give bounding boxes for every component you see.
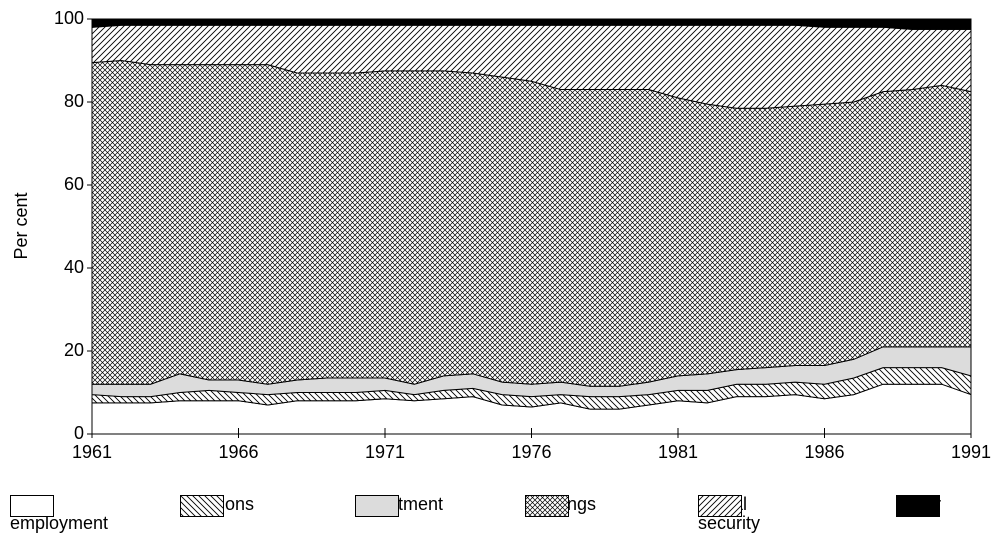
legend-item: Investment (355, 495, 443, 517)
legend-item: Earnings (525, 495, 596, 517)
x-tick-label: 1991 (951, 442, 991, 462)
x-tick-label: 1961 (72, 442, 112, 462)
y-tick-label: 0 (74, 423, 84, 443)
chart: Per cent 0 20 40 60 80 100 1961 1966 1971 1976 198… (11, 8, 991, 462)
x-tick-label: 1986 (804, 442, 844, 462)
y-tick-label: 60 (64, 174, 84, 194)
y-tick-label: 40 (64, 257, 84, 277)
y-tick-label: 80 (64, 91, 84, 111)
legend-swatch (698, 495, 742, 517)
x-tick-label: 1971 (365, 442, 405, 462)
legend-swatch (180, 495, 224, 517)
y-axis-label: Per cent (11, 192, 31, 259)
legend-swatch (355, 495, 399, 517)
y-tick-label: 100 (54, 8, 84, 28)
legend: Self-employment Pensions Investment Earning… (0, 495, 999, 545)
legend-item: Pensions (180, 495, 254, 517)
legend-swatch (525, 495, 569, 517)
x-tick-label: 1966 (218, 442, 258, 462)
legend-item: Self-employment (10, 495, 108, 533)
legend-swatch (896, 495, 940, 517)
area (91, 59, 972, 387)
x-tick-label: 1981 (658, 442, 698, 462)
legend-item: Social security (698, 495, 768, 533)
legend-swatch (10, 495, 54, 517)
x-tick-label: 1976 (511, 442, 551, 462)
legend-item: Other (896, 495, 941, 517)
y-tick-label: 20 (64, 340, 84, 360)
